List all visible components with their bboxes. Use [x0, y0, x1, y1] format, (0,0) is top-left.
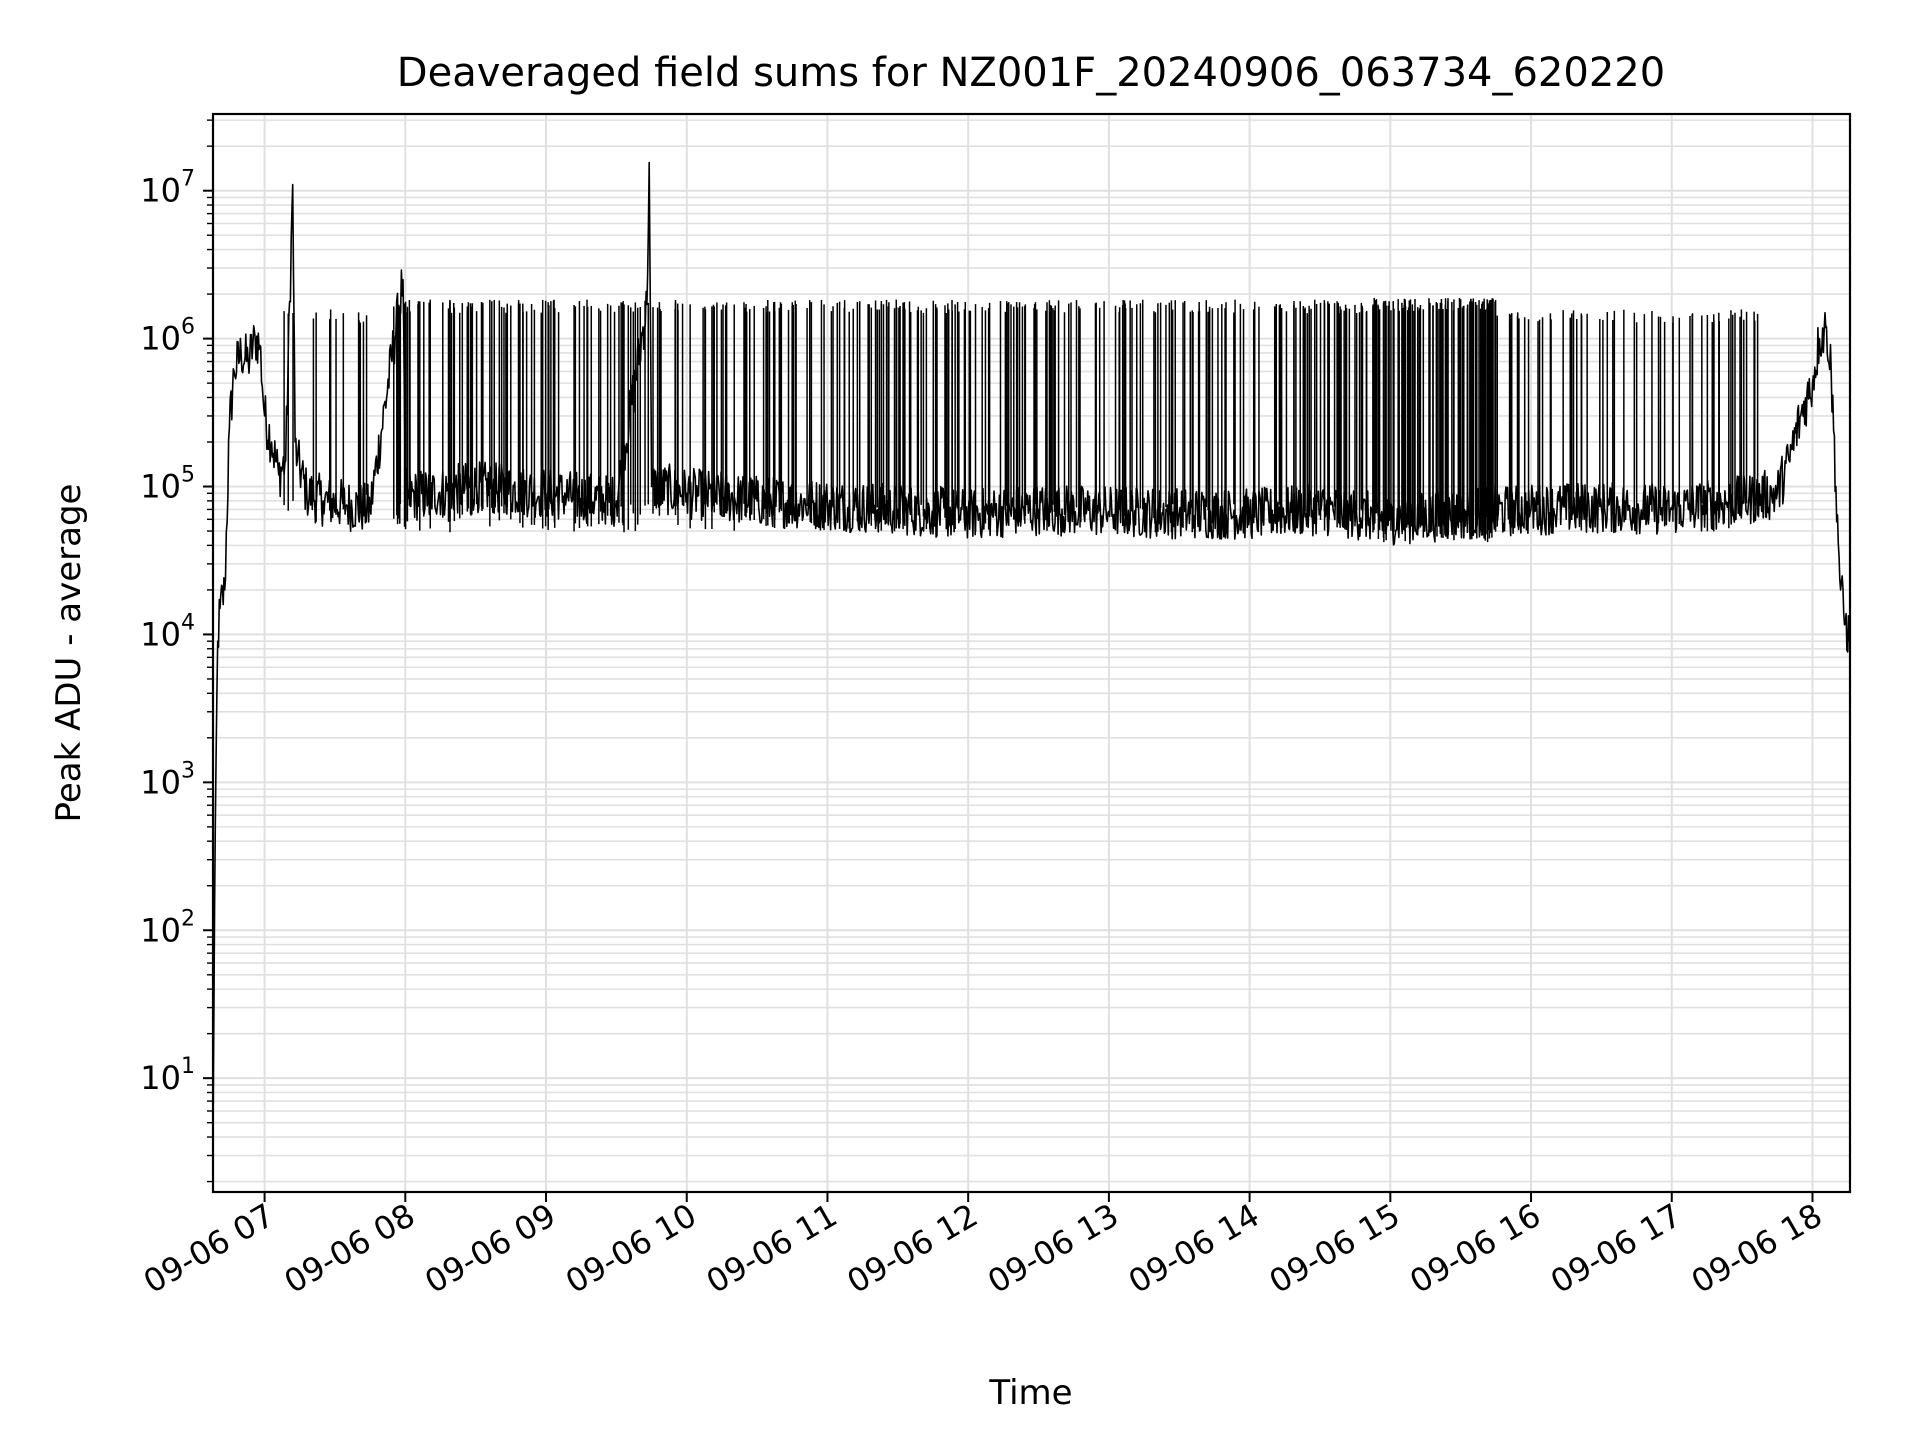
y-tick-label: 103 [140, 758, 195, 801]
data-area [213, 161, 1850, 1138]
y-tick-label: 107 [140, 167, 195, 210]
y-tick-label: 101 [140, 1054, 195, 1097]
x-axis-label: Time [988, 1373, 1072, 1413]
series-line [213, 161, 1850, 1138]
y-tick-label: 102 [140, 906, 195, 949]
y-tick-label: 104 [140, 610, 195, 653]
y-tick-label: 105 [140, 463, 195, 506]
plot-frame [211, 112, 1852, 1194]
grid [213, 114, 1850, 1192]
y-tick-label: 106 [140, 315, 195, 358]
y-axis-label: Peak ADU - average [49, 484, 89, 823]
chart-title: Deaveraged field sums for NZ001F_2024090… [397, 50, 1665, 96]
